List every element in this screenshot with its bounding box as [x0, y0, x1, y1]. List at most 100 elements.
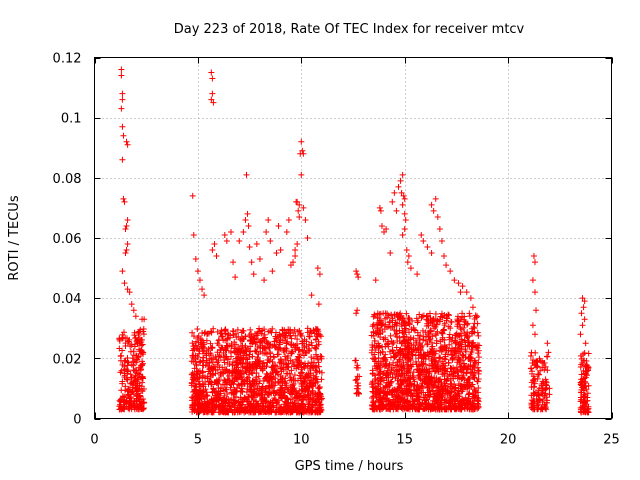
data-point [189, 192, 196, 199]
data-point [261, 345, 268, 352]
data-point [577, 352, 584, 359]
data-point [201, 344, 208, 351]
data-point [457, 385, 464, 392]
data-point [441, 320, 448, 327]
data-point [203, 393, 210, 400]
data-point [472, 387, 479, 394]
data-point [264, 340, 271, 347]
data-point [409, 372, 416, 379]
data-point [457, 289, 464, 296]
data-point [469, 330, 476, 337]
data-point [118, 72, 125, 79]
data-point [545, 349, 552, 356]
data-point [224, 376, 231, 383]
data-point [428, 250, 435, 257]
data-point [397, 177, 404, 184]
data-point [388, 391, 395, 398]
y-tick-label: 0.12 [53, 52, 82, 67]
data-point [300, 204, 307, 211]
data-point [273, 337, 280, 344]
data-point [531, 331, 538, 338]
data-point [269, 387, 276, 394]
data-point [434, 328, 441, 335]
data-point [581, 298, 588, 305]
data-point [219, 381, 226, 388]
data-point [201, 409, 208, 416]
data-point [585, 409, 592, 416]
data-point [287, 332, 294, 339]
data-point [306, 400, 313, 407]
data-point [371, 337, 378, 344]
data-point [139, 373, 146, 380]
data-point [369, 378, 376, 385]
data-point [294, 241, 301, 248]
data-point [272, 333, 279, 340]
data-point [542, 381, 549, 388]
data-point [272, 408, 279, 415]
data-point [133, 393, 140, 400]
data-point [239, 370, 246, 377]
data-point [203, 337, 210, 344]
data-point [263, 370, 270, 377]
data-point [468, 382, 475, 389]
data-point [296, 354, 303, 361]
data-point [423, 322, 430, 329]
data-point [192, 399, 199, 406]
data-point [390, 367, 397, 374]
data-point [581, 316, 588, 323]
data-point [369, 323, 376, 330]
data-point [140, 400, 147, 407]
data-point [277, 365, 284, 372]
data-point [447, 376, 454, 383]
data-point [438, 238, 445, 245]
x-tick-label: 20 [500, 433, 517, 448]
data-point [256, 377, 263, 384]
data-point [403, 310, 410, 317]
data-point [128, 341, 135, 348]
data-point [377, 330, 384, 337]
data-point [443, 262, 450, 269]
data-point [433, 340, 440, 347]
data-point [236, 357, 243, 364]
data-point [287, 409, 294, 416]
data-point [370, 313, 377, 320]
data-point [403, 333, 410, 340]
data-point [379, 370, 386, 377]
data-point [467, 295, 474, 302]
data-point [227, 349, 234, 356]
x-tick-label: 10 [293, 433, 310, 448]
data-point [411, 378, 418, 385]
data-point [387, 399, 394, 406]
y-tick-label: 0.1 [61, 112, 82, 127]
data-point [582, 374, 589, 381]
x-tick-label: 15 [396, 433, 413, 448]
data-point [222, 366, 229, 373]
data-point [217, 390, 224, 397]
data-point [434, 213, 441, 220]
data-point [209, 344, 216, 351]
data-point [394, 398, 401, 405]
data-point [415, 369, 422, 376]
data-point [468, 340, 475, 347]
data-point [238, 381, 245, 388]
data-point [236, 402, 243, 409]
data-point [242, 216, 249, 223]
data-point [537, 406, 544, 413]
data-point [417, 376, 424, 383]
data-point [415, 355, 422, 362]
data-point [437, 376, 444, 383]
data-point [240, 354, 247, 361]
data-point [438, 310, 445, 317]
data-point [405, 340, 412, 347]
data-point [432, 332, 439, 339]
data-point [123, 222, 130, 229]
data-point [193, 361, 200, 368]
data-point [299, 340, 306, 347]
y-tick-label: 0.02 [53, 352, 82, 367]
data-point [441, 405, 448, 412]
data-point [452, 385, 459, 392]
data-point [207, 378, 214, 385]
data-point [266, 344, 273, 351]
data-point [451, 388, 458, 395]
data-point [120, 405, 127, 412]
